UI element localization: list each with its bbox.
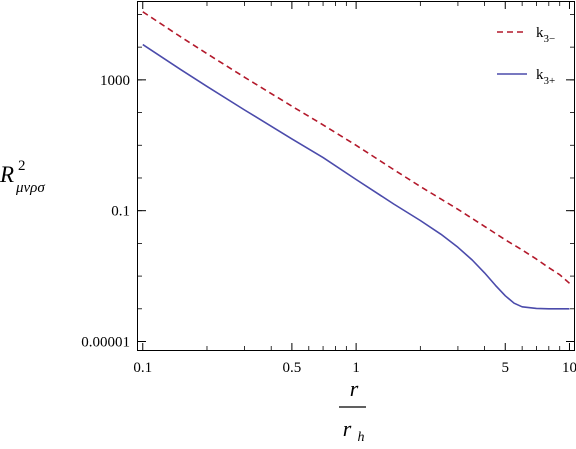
y-axis-label-base: R [0,162,14,187]
series-line-1 [142,43,570,310]
x-axis-label-denominator: r [343,416,352,441]
x-tick-label-0: 0.1 [133,360,152,376]
x-tick-label-3: 5 [502,360,510,376]
y-tick-label-1: 0.1 [111,204,130,220]
legend-label-1: k3+ [536,67,555,87]
y-axis-label-sup: 2 [18,158,26,174]
x-tick-label-1: 0.5 [283,360,302,376]
series-line-0 [142,11,571,284]
x-tick-label-2: 1 [352,360,360,376]
series-layer [142,11,571,310]
x-axis-label-denominator-sub: h [358,430,365,444]
x-axis-label-numerator: r [350,376,359,401]
legend-label-base: k [536,67,544,83]
y-tick-label-2: 1000 [100,73,130,89]
legend: k3−k3+ [497,25,555,87]
x-tick-label-4: 10 [562,360,576,376]
legend-label-0: k3− [536,25,555,45]
legend-label-sub: 3+ [544,75,556,87]
y-tick-label-0: 0.00001 [81,335,130,351]
y-axis-label-sub: μνρσ [15,180,45,196]
legend-label-sub: 3− [544,33,556,45]
legend-label-base: k [536,25,544,41]
plot-frame [137,1,575,351]
